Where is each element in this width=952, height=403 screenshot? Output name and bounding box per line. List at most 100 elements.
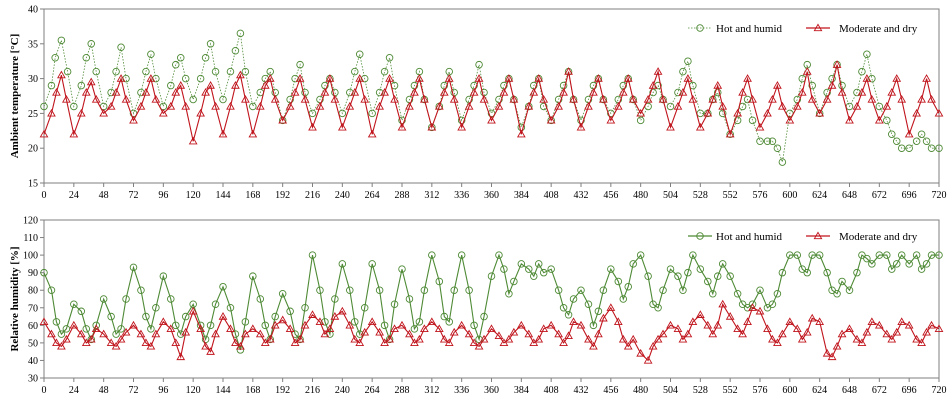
- data-point: [405, 101, 414, 110]
- x-tick-label: 240: [335, 190, 350, 201]
- data-point: [99, 329, 109, 338]
- data-point: [559, 88, 568, 96]
- data-point: [218, 129, 228, 138]
- y-tick-label: 50: [28, 338, 38, 349]
- data-point: [166, 101, 176, 110]
- data-point: [112, 330, 120, 338]
- legend-entry-hot-humid: [688, 24, 712, 32]
- data-point: [106, 338, 116, 347]
- data-point: [534, 260, 543, 268]
- data-point: [248, 129, 258, 138]
- x-tick-label: 288: [395, 385, 410, 396]
- data-point: [777, 329, 787, 338]
- data-point: [718, 299, 728, 308]
- legend-label-moderate-dry: Moderate and dry: [839, 231, 918, 243]
- x-tick-label: 648: [842, 190, 857, 201]
- data-point: [546, 320, 556, 329]
- data-point: [380, 321, 389, 330]
- data-point: [176, 53, 185, 62]
- data-point: [63, 67, 72, 76]
- data-point: [112, 67, 120, 76]
- data-point: [738, 88, 747, 96]
- data-point: [255, 329, 265, 338]
- data-point: [882, 329, 892, 338]
- data-point: [121, 94, 131, 103]
- data-point: [255, 101, 265, 110]
- data-point: [330, 94, 340, 103]
- y-tick-label: 30: [28, 74, 38, 85]
- data-point: [684, 57, 692, 65]
- data-point: [181, 327, 191, 336]
- data-point: [226, 67, 235, 76]
- data-point: [487, 324, 496, 332]
- x-tick-label: 0: [42, 190, 47, 201]
- data-point: [337, 306, 347, 315]
- data-point: [695, 310, 705, 318]
- data-point: [249, 272, 257, 280]
- data-point: [912, 108, 922, 117]
- data-point: [644, 272, 652, 280]
- data-point: [439, 334, 449, 343]
- data-point: [106, 101, 116, 110]
- data-point: [99, 295, 108, 303]
- temperature-legend: Hot and humid Moderate and dry: [688, 23, 918, 35]
- legend-label-hot-humid: Hot and humid: [716, 23, 782, 35]
- data-point: [368, 109, 376, 118]
- data-point: [474, 74, 484, 82]
- data-point: [176, 81, 186, 89]
- data-point: [52, 338, 61, 347]
- data-point: [564, 67, 573, 75]
- data-point: [802, 327, 812, 336]
- data-point: [713, 81, 723, 89]
- data-point: [330, 312, 340, 320]
- data-point: [679, 286, 687, 294]
- data-point: [181, 74, 190, 83]
- data-point: [823, 268, 831, 277]
- data-point: [236, 29, 245, 38]
- data-point: [584, 300, 593, 309]
- data-point: [838, 81, 846, 90]
- data-point: [51, 53, 59, 62]
- x-tick-label: 336: [454, 385, 469, 396]
- data-point: [218, 312, 228, 320]
- data-point: [39, 317, 49, 325]
- data-point: [618, 334, 628, 343]
- data-point: [674, 272, 682, 280]
- data-point: [266, 67, 274, 76]
- data-point: [904, 320, 914, 329]
- data-point: [897, 144, 906, 152]
- x-tick-label: 408: [544, 385, 559, 396]
- data-point: [211, 101, 220, 110]
- data-point: [117, 325, 125, 333]
- data-point: [636, 116, 645, 125]
- data-point: [862, 74, 872, 82]
- data-point: [882, 101, 892, 110]
- data-point: [271, 312, 279, 321]
- data-point: [290, 88, 300, 96]
- data-point: [858, 251, 866, 259]
- data-point: [666, 122, 675, 131]
- data-point: [837, 329, 847, 338]
- x-tick-label: 720: [932, 190, 947, 201]
- data-point: [380, 88, 389, 96]
- data-point: [385, 334, 394, 343]
- y-tick-label: 25: [28, 109, 38, 120]
- data-point: [505, 289, 513, 298]
- data-point: [40, 268, 48, 277]
- data-point: [755, 306, 765, 315]
- x-tick-label: 288: [395, 190, 410, 201]
- data-point: [594, 307, 603, 316]
- data-point: [678, 334, 688, 343]
- data-point: [883, 116, 891, 125]
- data-point: [917, 130, 926, 139]
- data-point: [70, 300, 78, 309]
- data-point: [832, 341, 842, 350]
- data-point: [703, 108, 713, 117]
- x-tick-label: 480: [633, 385, 648, 396]
- data-point: [241, 318, 250, 326]
- data-point: [892, 327, 902, 336]
- data-point: [410, 325, 419, 333]
- data-point: [457, 251, 466, 259]
- x-tick-label: 504: [663, 190, 678, 201]
- data-point: [755, 122, 765, 131]
